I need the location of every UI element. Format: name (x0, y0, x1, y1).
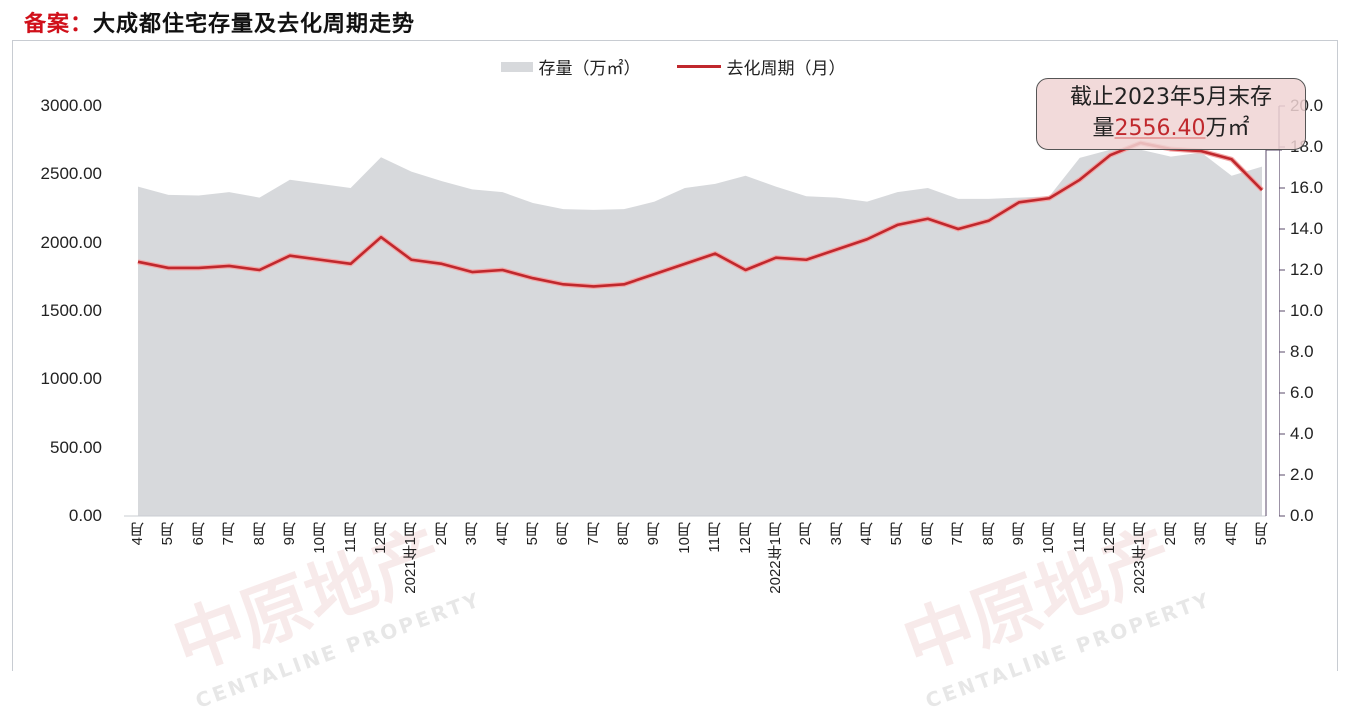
legend: 存量（万㎡） 去化周期（月） (0, 54, 1346, 79)
legend-label: 存量（万㎡） (538, 59, 641, 79)
left-axis-tick: 3000.00 (40, 96, 102, 115)
x-axis-tick: 12月 (736, 522, 754, 554)
x-axis-tick: 7月 (949, 522, 967, 546)
left-axis-tick: 1000.00 (40, 369, 102, 389)
x-axis-tick: 5月 (1253, 522, 1270, 546)
chart-frame (12, 40, 1338, 671)
x-axis-tick: 8月 (250, 522, 268, 546)
title-text: 大成都住宅存量及去化周期走势 (93, 12, 416, 37)
annotation-line2: 量2556.40万㎡ (1092, 116, 1250, 141)
x-axis-tick: 11月 (1070, 522, 1088, 553)
plot-area (124, 105, 1285, 517)
x-axis-tick: 11月 (706, 522, 724, 553)
x-axis-tick: 7月 (220, 522, 238, 546)
right-axis-tick: 12.0 (1290, 260, 1324, 279)
x-axis-tick: 9月 (645, 522, 663, 546)
x-axis-tick: 2月 (797, 522, 815, 546)
line-swatch-icon (676, 65, 721, 68)
left-axis-tick: 2500.00 (40, 164, 102, 184)
x-axis-tick: 9月 (280, 522, 298, 546)
x-axis-tick: 4月 (493, 522, 511, 546)
x-axis-tick: 6月 (554, 522, 572, 546)
right-axis-tick: 4.0 (1290, 424, 1314, 443)
x-axis-tick: 12月 (372, 522, 390, 554)
right-axis-tick: 16.0 (1290, 178, 1324, 197)
left-axis-tick: 1500.00 (40, 301, 102, 320)
legend-label: 去化周期（月） (726, 59, 846, 79)
x-axis-tick: 12月 (1101, 522, 1119, 554)
annotation-line1: 截止2023年5月末存 (1070, 85, 1272, 110)
x-axis-tick: 10月 (311, 522, 329, 554)
x-axis-tick: 4月 (858, 522, 876, 546)
right-axis-tick: 8.0 (1290, 342, 1314, 361)
x-axis-tick: 9月 (1009, 522, 1027, 546)
x-axis-tick: 11月 (341, 522, 359, 553)
x-axis-tick: 4月 (1222, 522, 1240, 546)
right-axis-tick: 6.0 (1290, 383, 1314, 402)
x-axis-tick: 3月 (827, 522, 845, 546)
annotation-callout: 截止2023年5月末存 量2556.40万㎡ (1036, 78, 1306, 150)
x-axis-tick: 7月 (584, 522, 602, 546)
x-axis-tick: 4月 (129, 522, 146, 546)
right-axis-tick: 0.0 (1290, 506, 1314, 525)
title-prefix: 备案： (24, 12, 94, 37)
stock-area (138, 149, 1262, 516)
x-axis-tick: 2月 (1161, 522, 1179, 546)
annotation-value: 2556.40 (1114, 116, 1206, 141)
left-axis-tick: 0.00 (68, 506, 102, 525)
x-axis-tick: 8月 (615, 522, 633, 546)
x-axis-tick: 2022年1月 (766, 522, 784, 594)
x-axis-tick: 3月 (1192, 522, 1210, 546)
x-axis-tick: 10月 (675, 522, 693, 554)
x-axis-tick: 2023年1月 (1131, 522, 1149, 594)
legend-item-stock: 存量（万㎡） (500, 54, 641, 79)
left-axis-tick: 2000.00 (40, 232, 102, 252)
x-axis-tick: 8月 (979, 522, 997, 546)
x-axis-tick: 3月 (463, 522, 481, 546)
left-axis-tick: 500.00 (50, 437, 102, 457)
x-axis-tick: 10月 (1040, 522, 1058, 554)
area-swatch-icon (500, 61, 533, 72)
x-axis-tick: 6月 (189, 522, 207, 546)
cycle-line (137, 141, 1263, 288)
x-axis-tick: 5月 (523, 522, 541, 546)
x-axis-tick: 6月 (918, 522, 936, 546)
x-axis-tick: 2月 (432, 522, 450, 546)
legend-item-cycle: 去化周期（月） (676, 54, 846, 79)
chart-title: 备案：大成都住宅存量及去化周期走势 (24, 6, 415, 38)
right-axis-tick: 10.0 (1290, 301, 1324, 320)
right-axis-tick: 2.0 (1290, 465, 1314, 484)
right-axis-tick: 14.0 (1290, 219, 1324, 238)
x-axis-tick: 2021年1月 (402, 522, 420, 594)
x-axis-tick: 5月 (888, 522, 906, 546)
x-axis-tick: 5月 (159, 522, 177, 546)
